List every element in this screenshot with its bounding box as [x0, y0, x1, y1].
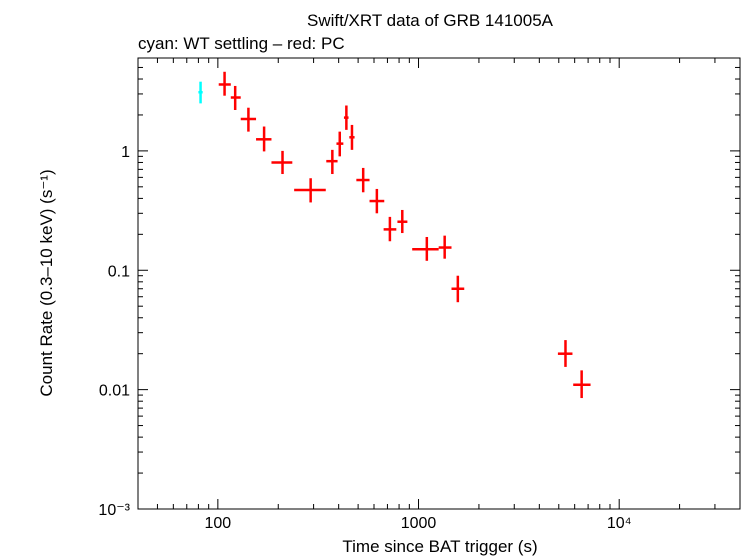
data-point-pc — [369, 188, 385, 214]
data-point-pc — [256, 126, 272, 152]
chart-title: Swift/XRT data of GRB 141005A — [307, 11, 554, 30]
plot-frame — [137, 57, 741, 510]
x-tick-label: 1000 — [401, 515, 437, 532]
data-point-pc — [326, 149, 338, 175]
data-point-pc — [557, 340, 573, 367]
data-point-pc — [336, 131, 344, 157]
data-point-pc — [349, 124, 355, 150]
data-points — [198, 71, 591, 399]
y-tick-label: 0.01 — [99, 383, 130, 400]
y-tick-label: 1 — [121, 144, 130, 161]
x-axis-label: Time since BAT trigger (s) — [342, 537, 537, 556]
data-point-pc — [271, 150, 293, 175]
tick-labels: 100 1000 10⁴ 1 0.1 0.01 10⁻³ — [98, 144, 631, 532]
data-point-pc — [412, 236, 439, 261]
data-point-pc — [573, 370, 591, 399]
data-point-pc — [397, 209, 408, 234]
x-tick-label: 10⁴ — [607, 515, 632, 532]
data-point-pc — [294, 178, 326, 203]
data-point-pc — [343, 105, 349, 130]
y-tick-label: 0.1 — [108, 263, 130, 280]
data-point-pc — [230, 85, 241, 111]
data-point-pc — [240, 107, 257, 132]
y-axis-label: Count Rate (0.3–10 keV) (s⁻¹) — [37, 169, 56, 396]
data-point-pc — [451, 275, 465, 303]
data-point-pc — [218, 71, 231, 96]
chart-subtitle: cyan: WT settling – red: PC — [138, 34, 345, 53]
data-point-pc — [383, 216, 397, 242]
data-point-pc — [356, 167, 370, 193]
data-point-pc — [438, 235, 452, 259]
axis-ticks — [137, 57, 741, 510]
y-tick-label: 10⁻³ — [98, 502, 130, 519]
data-point-wt-settling — [198, 81, 203, 104]
x-tick-label: 100 — [205, 515, 232, 532]
